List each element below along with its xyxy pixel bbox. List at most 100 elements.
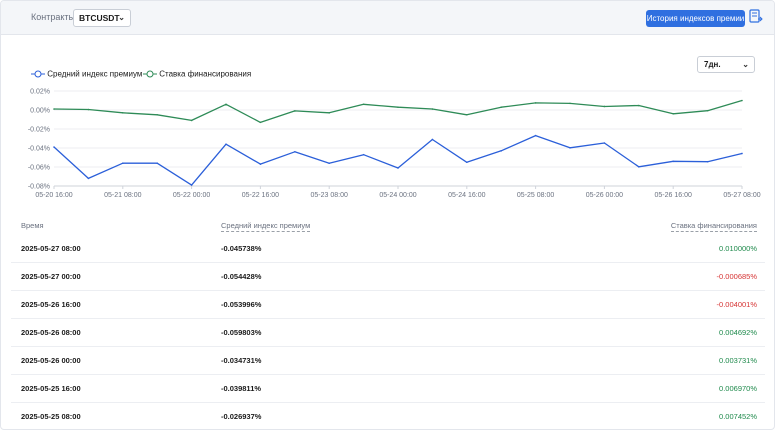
data-point: [87, 177, 90, 180]
contract-label: Контракты: [31, 12, 75, 22]
data-point: [259, 121, 262, 124]
cell-time: 2025-05-26 08:00: [21, 328, 81, 337]
contract-select[interactable]: BTCUSDT ⌄: [73, 9, 131, 27]
data-point: [706, 160, 709, 163]
cell-premium-index: -0.045738%: [221, 244, 262, 253]
data-point: [534, 102, 537, 104]
data-point: [500, 150, 503, 152]
y-tick-label: 0.00%: [30, 108, 50, 115]
document-list-icon[interactable]: [749, 9, 763, 25]
cell-premium-index: -0.026937%: [221, 412, 262, 421]
data-point: [741, 152, 743, 155]
cell-time: 2025-05-27 08:00: [21, 244, 81, 253]
cell-premium-index: -0.034731%: [221, 356, 262, 365]
legend-item-funding[interactable]: Ставка финансирования: [143, 69, 251, 79]
data-point: [672, 113, 674, 115]
y-tick-label: 0.02%: [30, 89, 50, 96]
legend-label-premium: Средний индекс премиум: [47, 69, 143, 79]
legend-item-premium[interactable]: Средний индекс премиум: [31, 69, 142, 79]
funding-history-table: Время Средний индекс премиум Ставка фина…: [11, 213, 765, 429]
data-point: [741, 99, 743, 102]
data-point: [431, 108, 434, 110]
data-point: [122, 162, 124, 164]
cell-premium-index: -0.039811%: [221, 384, 262, 393]
header-funding-rate: Ставка финансирования: [670, 221, 757, 232]
cell-funding-rate: -0.004001%: [716, 300, 757, 309]
data-point: [672, 160, 674, 163]
table-row: 2025-05-25 16:00 -0.039811% 0.006970%: [11, 375, 765, 403]
cell-time: 2025-05-26 16:00: [21, 300, 81, 309]
cell-funding-rate: 0.003731%: [719, 356, 757, 365]
x-tick-label: 05-26 00:00: [586, 192, 623, 199]
y-tick-label: -0.02%: [28, 127, 50, 134]
x-tick-label: 05-21 08:00: [104, 192, 141, 199]
data-point: [466, 113, 468, 116]
y-tick-label: -0.06%: [28, 165, 50, 172]
data-point: [362, 153, 365, 156]
period-select[interactable]: 7дн. ⌄: [697, 56, 755, 73]
data-point: [397, 167, 399, 169]
data-point: [156, 162, 158, 164]
x-tick-label: 05-22 16:00: [242, 192, 279, 199]
premium-index-history-button[interactable]: История индексов премии: [646, 10, 745, 27]
data-point: [431, 138, 434, 141]
data-point: [638, 104, 640, 107]
x-tick-label: 05-27 08:00: [723, 192, 760, 199]
cell-funding-rate: 0.006970%: [719, 384, 757, 393]
cell-time: 2025-05-26 00:00: [21, 356, 81, 365]
data-point: [362, 103, 365, 106]
cell-time: 2025-05-27 00:00: [21, 272, 81, 281]
data-point: [87, 108, 90, 111]
data-point: [259, 163, 262, 165]
data-point: [500, 106, 503, 108]
period-select-value: 7дн.: [704, 60, 721, 69]
data-point: [122, 112, 124, 114]
header-premium-index: Средний индекс премиум: [221, 221, 311, 232]
y-tick-label: -0.04%: [28, 146, 50, 153]
cell-premium-index: -0.059803%: [221, 328, 262, 337]
x-tick-label: 05-23 08:00: [311, 192, 348, 199]
table-row: 2025-05-27 00:00 -0.054428% -0.000685%: [11, 263, 765, 291]
data-point: [534, 134, 537, 137]
data-point: [225, 103, 227, 106]
cell-funding-rate: 0.007452%: [719, 412, 757, 421]
data-point: [638, 166, 640, 168]
table-row: 2025-05-27 08:00 -0.045738% 0.010000%: [11, 235, 765, 263]
legend-label-funding: Ставка финансирования: [159, 69, 252, 79]
legend-marker-funding: [143, 69, 157, 79]
data-point: [603, 142, 606, 144]
table-row: 2025-05-25 08:00 -0.026937% 0.007452%: [11, 403, 765, 429]
data-point: [294, 110, 296, 112]
data-point: [328, 112, 331, 114]
x-tick-label: 05-24 16:00: [448, 192, 485, 199]
data-point: [225, 143, 227, 145]
data-point: [190, 184, 193, 186]
data-point: [53, 108, 55, 110]
cell-funding-rate: -0.000685%: [716, 272, 757, 281]
data-point: [466, 161, 468, 164]
table-row: 2025-05-26 08:00 -0.059803% 0.004692%: [11, 319, 765, 347]
header-time: Время: [21, 221, 44, 230]
premium-funding-chart: 0.02% 0.00% -0.02% -0.04% -0.06% -0.08%05-20 …: [28, 89, 761, 200]
y-tick-label: -0.08%: [28, 184, 50, 191]
table-header: Время Средний индекс премиум Ставка фина…: [11, 213, 765, 235]
data-point: [294, 151, 296, 153]
series-line-funding-rate: [53, 99, 743, 124]
data-point: [328, 162, 331, 164]
cell-time: 2025-05-25 16:00: [21, 384, 81, 393]
contract-select-value: BTCUSDT: [79, 13, 120, 23]
data-point: [53, 146, 55, 148]
x-tick-label: 05-20 16:00: [35, 192, 72, 199]
data-point: [706, 109, 709, 112]
legend-marker-premium: [31, 69, 45, 79]
data-point: [569, 102, 571, 105]
x-tick-label: 05-24 00:00: [379, 192, 416, 199]
data-point: [603, 105, 606, 108]
data-point: [569, 147, 571, 149]
table-row: 2025-05-26 16:00 -0.053996% -0.004001%: [11, 291, 765, 319]
x-tick-label: 05-22 00:00: [173, 192, 210, 199]
chevron-down-icon: ⌄: [118, 13, 125, 22]
cell-funding-rate: 0.004692%: [719, 328, 757, 337]
table-row: 2025-05-26 00:00 -0.034731% 0.003731%: [11, 347, 765, 375]
